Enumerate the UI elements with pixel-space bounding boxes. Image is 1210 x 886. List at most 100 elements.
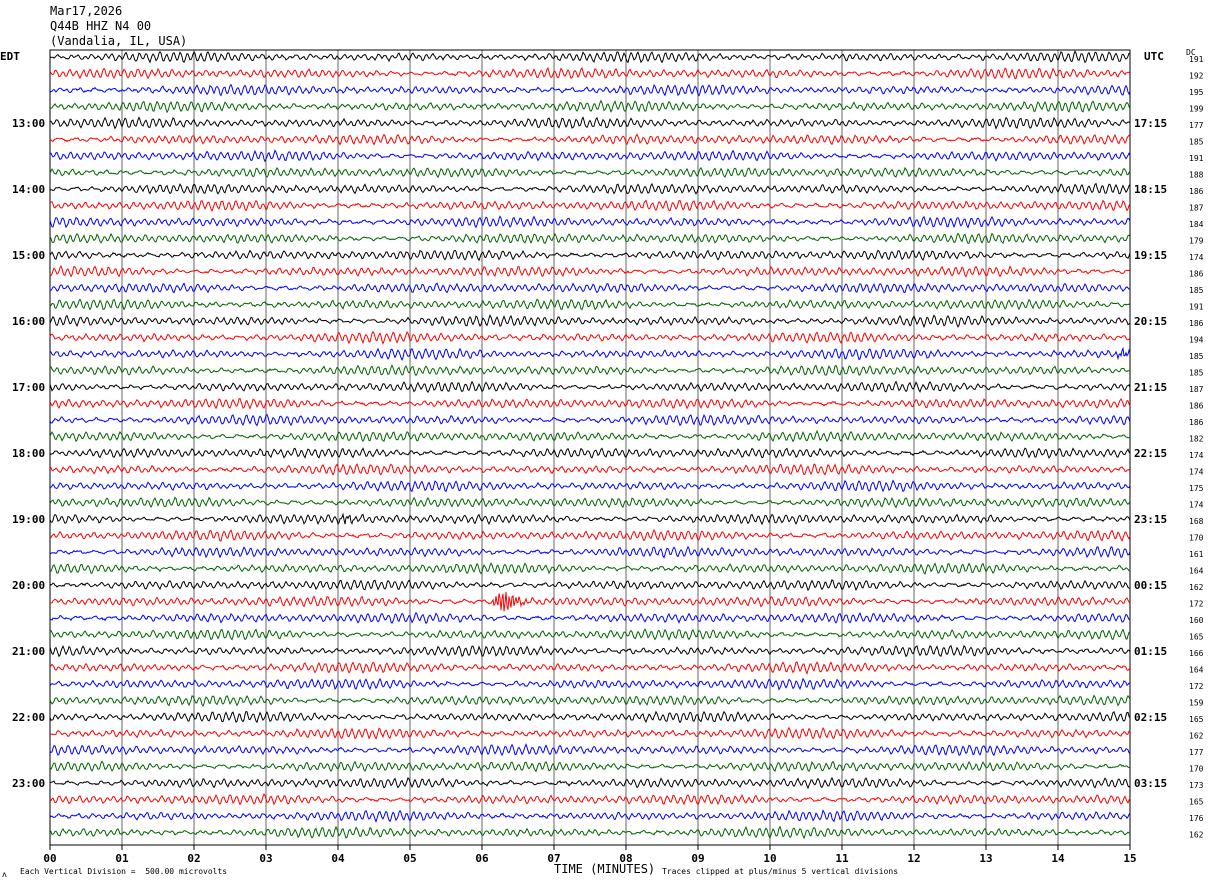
scale-note: Each Vertical Division = 500.00 microvol… [20, 867, 228, 876]
x-tick-label: 07 [547, 852, 560, 865]
seismic-trace [49, 479, 1131, 493]
dc-offset-label: 165 [1189, 798, 1204, 807]
seismic-trace [49, 710, 1131, 724]
dc-offset-label: 191 [1189, 55, 1204, 64]
seismic-trace [49, 346, 1131, 361]
dc-offset-label: 184 [1189, 220, 1204, 229]
seismic-trace [49, 199, 1131, 213]
right-hour-label: 23:15 [1134, 513, 1167, 526]
right-hour-label: 20:15 [1134, 315, 1167, 328]
seismic-trace [49, 83, 1131, 97]
x-tick-label: 02 [187, 852, 200, 865]
dc-offset-label: 164 [1189, 666, 1204, 675]
dc-offset-label: 164 [1189, 567, 1204, 576]
seismic-trace [49, 677, 1131, 691]
seismic-trace [50, 591, 1131, 612]
dc-offset-label: 170 [1189, 534, 1204, 543]
x-tick-label: 15 [1123, 852, 1136, 865]
seismic-trace [49, 133, 1131, 146]
dc-offset-label: 165 [1189, 633, 1204, 642]
seismic-trace [49, 661, 1131, 675]
seismic-trace [49, 496, 1131, 509]
right-hour-label: 22:15 [1134, 447, 1167, 460]
left-hour-label: 22:00 [12, 711, 45, 724]
dc-offset-label: 159 [1189, 699, 1204, 708]
seismic-trace [49, 265, 1131, 278]
seismic-trace [49, 380, 1131, 393]
right-hour-label: 01:15 [1134, 645, 1167, 658]
seismic-trace [49, 760, 1131, 773]
seismic-trace [49, 232, 1131, 245]
x-axis-title: TIME (MINUTES) [554, 862, 656, 876]
dc-offset-label: 168 [1189, 517, 1204, 526]
seismic-trace [49, 429, 1131, 443]
seismic-trace [49, 249, 1131, 262]
dc-offset-label: 185 [1189, 369, 1204, 378]
seismic-traces [49, 50, 1131, 840]
x-tick-label: 05 [403, 852, 416, 865]
dc-offset-label: 179 [1189, 237, 1204, 246]
left-hour-label: 17:00 [12, 381, 45, 394]
right-hour-label: 18:15 [1134, 183, 1167, 196]
left-hour-label: 13:00 [12, 117, 45, 130]
dc-offset-label: 162 [1189, 732, 1204, 741]
x-tick-label: 03 [259, 852, 272, 865]
x-tick-label: 01 [115, 852, 129, 865]
dc-offset-header: DC [1186, 48, 1196, 57]
dc-offset-label: 160 [1189, 616, 1204, 625]
seismic-trace [49, 282, 1131, 294]
x-tick-label: 11 [835, 852, 849, 865]
dc-offset-label: 187 [1189, 204, 1204, 213]
seismic-trace [49, 528, 1131, 543]
seismic-trace [49, 825, 1131, 840]
right-hour-label: 19:15 [1134, 249, 1167, 262]
dc-offset-label: 170 [1189, 765, 1204, 774]
seismic-trace [49, 611, 1131, 625]
seismic-trace [49, 397, 1131, 410]
dc-offset-label: 174 [1189, 501, 1204, 510]
dc-offset-label: 194 [1189, 336, 1204, 345]
seismic-trace [49, 330, 1131, 345]
left-hour-label: 15:00 [12, 249, 45, 262]
dc-offset-label: 185 [1189, 352, 1204, 361]
dc-offset-label: 162 [1189, 583, 1204, 592]
right-timezone-label: UTC [1144, 50, 1164, 63]
seismic-trace [49, 545, 1131, 559]
dc-offset-label: 188 [1189, 171, 1204, 180]
dc-offset-label: 172 [1189, 600, 1204, 609]
dc-offset-label: 185 [1189, 286, 1204, 295]
dc-offset-label: 186 [1189, 418, 1204, 427]
x-tick-label: 13 [979, 852, 992, 865]
dc-offset-label: 192 [1189, 72, 1204, 81]
seismic-trace [49, 314, 1131, 329]
x-tick-label: 04 [331, 852, 345, 865]
seismic-trace [49, 413, 1131, 427]
seismic-trace [49, 743, 1131, 757]
right-hour-label: 02:15 [1134, 711, 1167, 724]
dc-offset-label: 186 [1189, 319, 1204, 328]
dc-offset-label: 177 [1189, 121, 1204, 130]
dc-offset-label: 172 [1189, 682, 1204, 691]
dc-offset-label: 175 [1189, 484, 1204, 493]
x-tick-label: 12 [907, 852, 920, 865]
scale-icon: ʌ [2, 870, 7, 879]
left-hour-label: 19:00 [12, 513, 45, 526]
dc-offset-label: 191 [1189, 303, 1204, 312]
right-hour-label: 03:15 [1134, 777, 1167, 790]
seismic-trace [49, 793, 1131, 806]
dc-offset-label: 165 [1189, 715, 1204, 724]
dc-offset-label: 174 [1189, 253, 1204, 262]
dc-offset-label: 174 [1189, 468, 1204, 477]
left-hour-label: 20:00 [12, 579, 45, 592]
x-tick-label: 08 [619, 852, 632, 865]
minute-grid [49, 49, 1131, 850]
dc-offset-label: 186 [1189, 187, 1204, 196]
left-hour-label: 21:00 [12, 645, 45, 658]
dc-offset-label: 187 [1189, 385, 1204, 394]
dc-offset-label: 185 [1189, 138, 1204, 147]
seismic-trace [49, 182, 1131, 195]
left-timezone-label: EDT [0, 50, 20, 63]
dc-offset-label: 191 [1189, 154, 1204, 163]
x-tick-label: 00 [43, 852, 56, 865]
dc-offset-label: 195 [1189, 88, 1204, 97]
